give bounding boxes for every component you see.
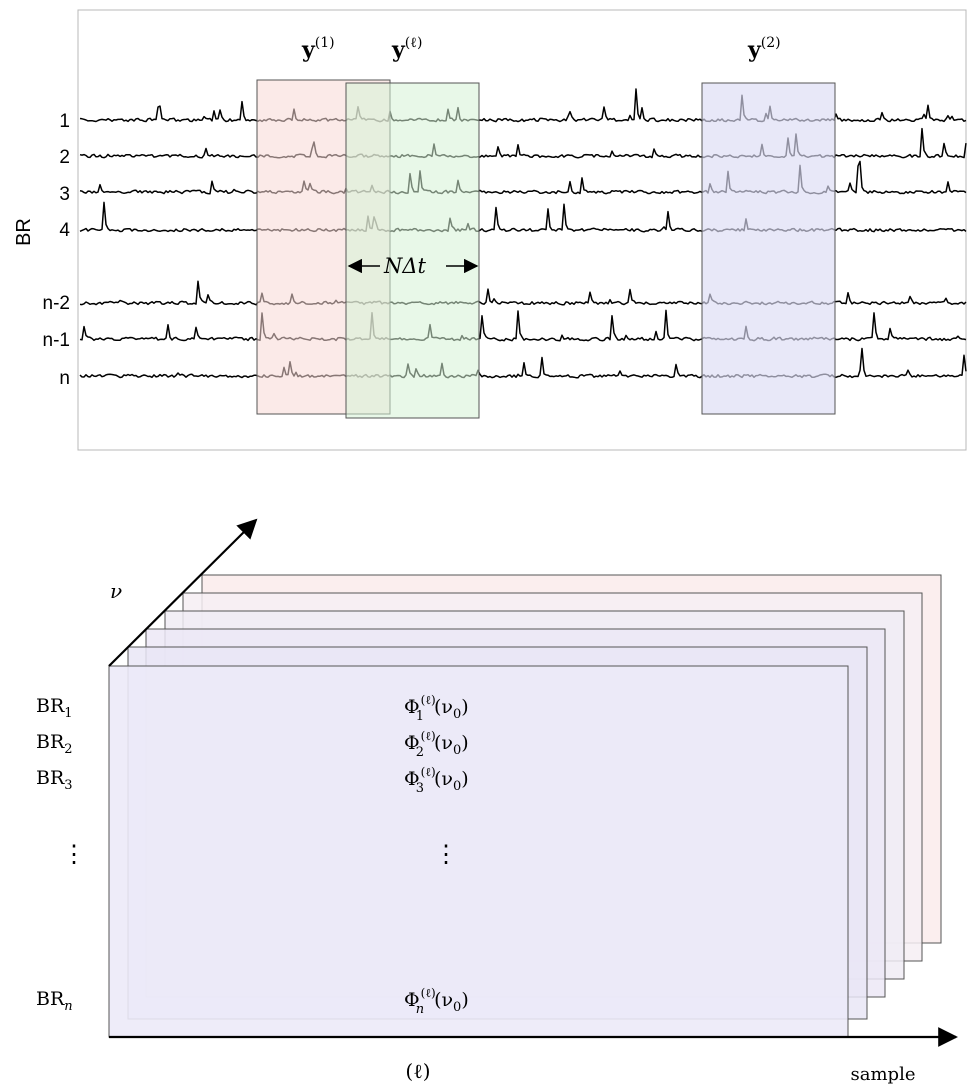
- window-label-y2: y(2): [747, 35, 781, 63]
- spectral-panel: ν (ℓ) sample BR1 BR2 BR3 ⋮ BRn Φ(ℓ) 1 (ν0)…: [36, 518, 958, 1085]
- cell-phi-1: Φ(ℓ) 1 (ν0): [404, 693, 469, 724]
- window-yl: [345, 82, 480, 419]
- window-label-yl: y(ℓ): [391, 35, 422, 63]
- row-ellipsis: ⋮: [62, 840, 86, 868]
- channel-label-n: n: [59, 368, 70, 389]
- cell-phi-n: Φ(ℓ) n (ν0): [404, 986, 469, 1017]
- cell-phi-2: Φ(ℓ) 2 (ν0): [404, 729, 469, 760]
- frequency-axis: [108, 518, 258, 667]
- channel-label-1: 1: [59, 111, 70, 132]
- window-y2: [701, 82, 836, 415]
- channel-label-n-1: n-1: [43, 330, 70, 351]
- channel-label-3: 3: [59, 184, 70, 205]
- cell-ellipsis: ⋮: [434, 840, 458, 868]
- frequency-layers: [108, 574, 942, 1038]
- shift-label: NΔt: [383, 254, 427, 278]
- row-label-brn: BRn: [36, 988, 73, 1014]
- row-label-br2: BR2: [36, 731, 73, 757]
- window-label-y1: y(1): [301, 35, 335, 63]
- sample-axis-label: sample: [851, 1064, 916, 1085]
- row-label-br3: BR3: [36, 767, 73, 793]
- row-label-br1: BR1: [36, 695, 73, 721]
- channel-labels: 1 2 3 4 n-2 n-1 n: [43, 111, 71, 389]
- layer-1: [108, 665, 849, 1038]
- br-axis-label: BR: [13, 218, 35, 246]
- window-index-label: (ℓ): [405, 1059, 430, 1083]
- signal-panel: BR 1 2 3 4 n-2 n-1 n y(1) y(ℓ) y(2) NΔt: [13, 9, 967, 451]
- frequency-axis-label: ν: [110, 579, 122, 603]
- channel-label-2: 2: [59, 147, 70, 168]
- channel-label-n-2: n-2: [43, 293, 70, 314]
- cell-phi-3: Φ(ℓ) 3 (ν0): [404, 765, 469, 796]
- channel-label-4: 4: [59, 220, 70, 241]
